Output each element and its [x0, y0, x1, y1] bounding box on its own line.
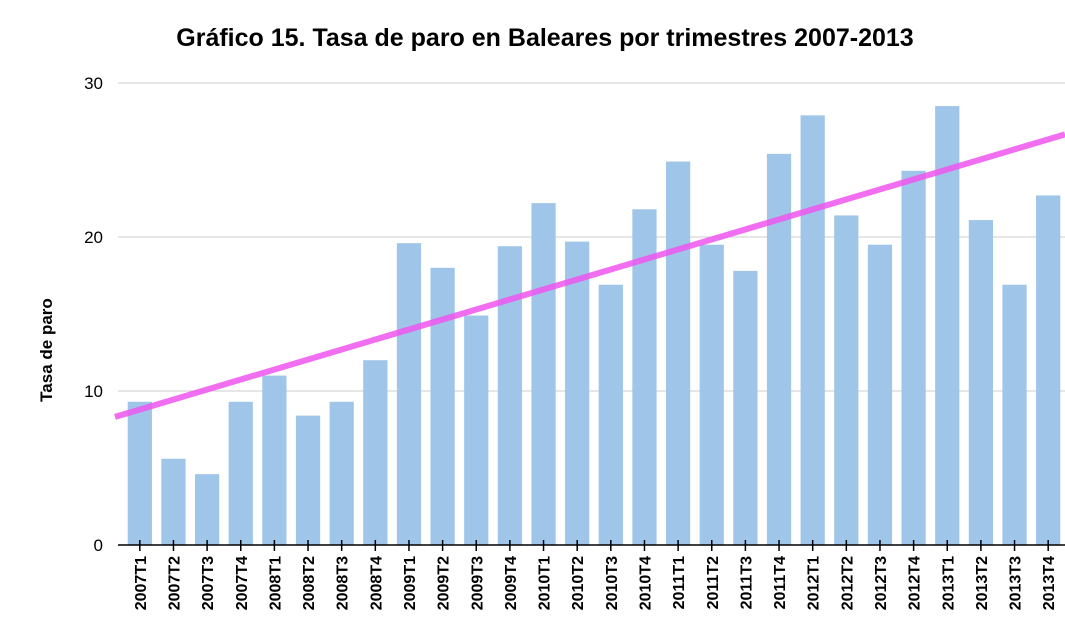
x-tick-label: 2010T1 [537, 556, 554, 610]
x-tick-label: 2007T1 [133, 556, 150, 610]
bar [665, 161, 691, 546]
x-tick-label: 2011T4 [772, 556, 789, 609]
x-tick-label: 2009T1 [402, 556, 419, 610]
x-tick-label: 2009T2 [436, 556, 453, 610]
bar [329, 401, 354, 545]
bar [766, 153, 792, 545]
x-tick-label: 2010T2 [570, 556, 587, 610]
x-tick-label: 2007T2 [166, 556, 183, 610]
bar [1036, 195, 1061, 546]
x-tick-label: 2011T2 [705, 556, 722, 609]
x-tick-label: 2009T4 [503, 556, 520, 610]
bar [733, 270, 758, 545]
x-tick-label: 2007T3 [200, 556, 217, 610]
bar [1002, 284, 1027, 545]
y-tick-label: 30 [84, 74, 103, 93]
x-tick-label: 2011T3 [738, 556, 755, 609]
y-axis-title: Tasa de paro [37, 298, 56, 402]
bar [262, 375, 287, 545]
y-tick-label: 0 [94, 536, 103, 555]
bar [295, 415, 321, 545]
bar [699, 244, 724, 545]
bar [396, 243, 422, 545]
y-tick-label: 10 [84, 382, 103, 401]
bar [935, 106, 960, 545]
x-tick-label: 2012T2 [839, 556, 856, 610]
x-tick-label: 2009T3 [469, 556, 486, 610]
bar [464, 315, 489, 545]
bar [867, 244, 893, 545]
x-tick-label: 2012T1 [806, 556, 823, 610]
bar [161, 458, 186, 545]
bar [632, 209, 657, 545]
bar [497, 246, 523, 546]
x-tick-label: 2010T3 [604, 556, 621, 610]
bar [565, 241, 590, 545]
x-tick-label: 2013T1 [940, 556, 957, 610]
bar [800, 115, 825, 545]
bar [598, 284, 623, 545]
x-tick-label: 2007T4 [234, 556, 251, 610]
bar [228, 401, 253, 545]
x-tick-label: 2008T4 [368, 556, 385, 610]
bar [901, 170, 926, 545]
x-tick-label: 2013T4 [1041, 556, 1058, 610]
bar [430, 267, 455, 545]
x-tick-label: 2008T1 [267, 556, 284, 610]
bar [968, 220, 994, 545]
x-tick-label: 2012T3 [873, 556, 890, 610]
bar [363, 360, 388, 545]
chart-title: Gráfico 15. Tasa de paro en Baleares por… [176, 24, 913, 52]
x-tick-label: 2008T3 [335, 556, 352, 610]
x-tick-label: 2013T3 [1008, 556, 1025, 610]
x-tick-label: 2010T4 [637, 556, 654, 610]
bar [194, 474, 220, 545]
y-tick-label: 20 [84, 228, 103, 247]
bar [834, 215, 859, 545]
x-tick-label: 2013T2 [974, 556, 991, 610]
trendline [114, 131, 1065, 420]
x-tick-label: 2012T4 [907, 556, 924, 610]
bar [531, 203, 556, 545]
x-tick-label: 2011T1 [671, 556, 688, 609]
x-tick-label: 2008T2 [301, 556, 318, 610]
bar [127, 401, 152, 545]
